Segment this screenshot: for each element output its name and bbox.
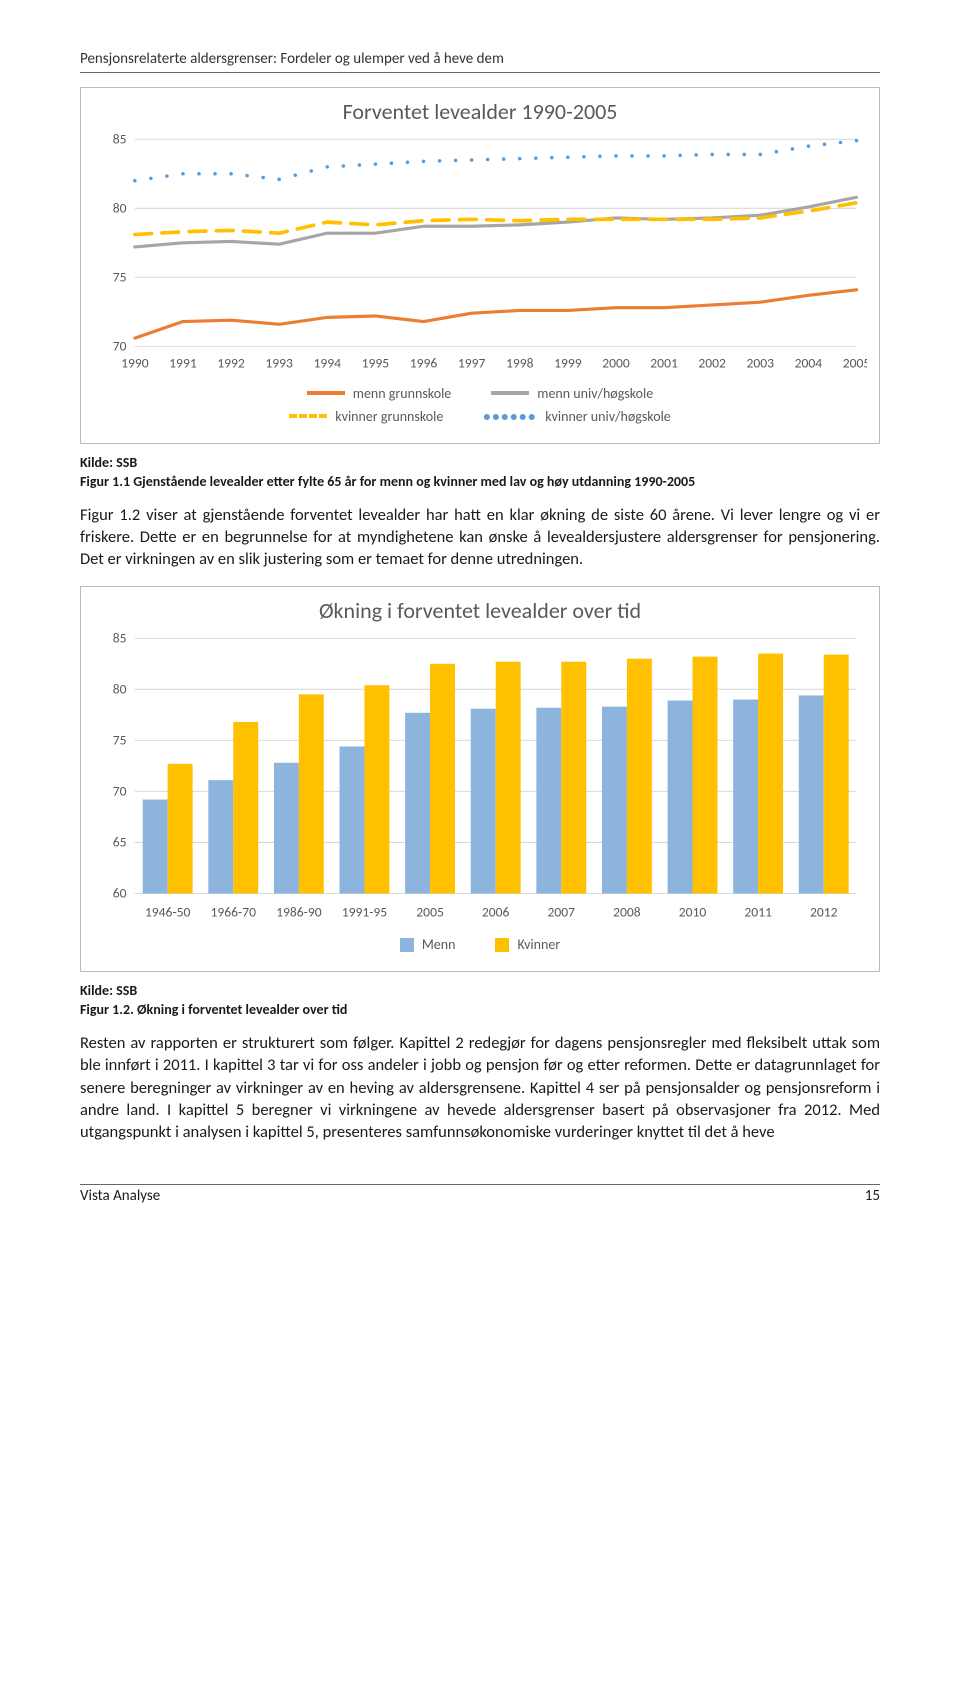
caption1: Figur 1.1 Gjenstående levealder etter fy… bbox=[80, 473, 880, 490]
svg-text:2011: 2011 bbox=[744, 904, 772, 921]
svg-text:1997: 1997 bbox=[458, 354, 486, 371]
svg-text:70: 70 bbox=[113, 783, 127, 800]
svg-text:2000: 2000 bbox=[602, 354, 630, 371]
legend-item: •••••• kvinner univ/høgskole bbox=[483, 408, 670, 425]
legend-swatch bbox=[400, 938, 414, 952]
svg-text:1994: 1994 bbox=[314, 354, 342, 371]
svg-text:1996: 1996 bbox=[410, 354, 438, 371]
chart2-legend: Menn Kvinner bbox=[93, 936, 867, 953]
legend-swatch bbox=[491, 391, 529, 395]
footer-right: 15 bbox=[865, 1187, 880, 1205]
svg-text:1990: 1990 bbox=[121, 354, 149, 371]
chart2-container: Økning i forventet levealder over tid 60… bbox=[80, 586, 880, 972]
caption2: Figur 1.2. Økning i forventet levealder … bbox=[80, 1001, 880, 1018]
svg-text:1986-90: 1986-90 bbox=[276, 904, 322, 921]
svg-text:75: 75 bbox=[113, 269, 127, 286]
legend-item: Kvinner bbox=[495, 936, 560, 953]
legend-item: Menn bbox=[400, 936, 456, 953]
legend-label: kvinner grunnskole bbox=[335, 408, 443, 425]
svg-text:1966-70: 1966-70 bbox=[211, 904, 257, 921]
svg-text:65: 65 bbox=[113, 834, 127, 851]
svg-text:1999: 1999 bbox=[554, 354, 582, 371]
chart1-container: Forventet levealder 1990-2005 70 75 80 85 19… bbox=[80, 87, 880, 444]
svg-text:2008: 2008 bbox=[613, 904, 641, 921]
svg-text:2006: 2006 bbox=[482, 904, 510, 921]
svg-text:1995: 1995 bbox=[362, 354, 390, 371]
chart1-title: Forventet levealder 1990-2005 bbox=[93, 98, 867, 125]
svg-text:70: 70 bbox=[113, 338, 127, 355]
legend-item: menn grunnskole bbox=[307, 385, 452, 402]
legend-swatch bbox=[495, 938, 509, 952]
svg-text:2003: 2003 bbox=[747, 354, 775, 371]
footer: Vista Analyse 15 bbox=[80, 1185, 880, 1205]
svg-text:1998: 1998 bbox=[506, 354, 534, 371]
svg-text:85: 85 bbox=[113, 632, 127, 646]
svg-text:60: 60 bbox=[113, 885, 127, 902]
paragraph1: Figur 1.2 viser at gjenstående forventet… bbox=[80, 504, 880, 571]
legend-label: Menn bbox=[422, 936, 456, 953]
source1: Kilde: SSB bbox=[80, 454, 880, 471]
svg-text:1991-95: 1991-95 bbox=[342, 904, 388, 921]
legend-swatch bbox=[307, 391, 345, 395]
svg-text:80: 80 bbox=[113, 681, 127, 698]
legend-item: kvinner grunnskole bbox=[289, 408, 443, 425]
svg-text:2001: 2001 bbox=[650, 354, 678, 371]
running-header: Pensjonsrelaterte aldersgrenser: Fordele… bbox=[80, 50, 880, 68]
legend-label: menn univ/høgskole bbox=[537, 385, 653, 402]
svg-text:1993: 1993 bbox=[265, 354, 293, 371]
chart1-legend-row1: menn grunnskole menn univ/høgskole bbox=[93, 385, 867, 402]
legend-label: Kvinner bbox=[517, 936, 560, 953]
svg-text:2002: 2002 bbox=[698, 354, 726, 371]
svg-text:80: 80 bbox=[113, 199, 127, 216]
svg-text:75: 75 bbox=[113, 732, 127, 749]
svg-text:1991: 1991 bbox=[169, 354, 197, 371]
chart2-title: Økning i forventet levealder over tid bbox=[93, 597, 867, 624]
svg-text:2007: 2007 bbox=[548, 904, 576, 921]
svg-text:1946-50: 1946-50 bbox=[145, 904, 191, 921]
legend-swatch: •••••• bbox=[483, 408, 537, 425]
svg-text:2010: 2010 bbox=[679, 904, 707, 921]
paragraph2: Resten av rapporten er strukturert som f… bbox=[80, 1032, 880, 1143]
header-rule bbox=[80, 72, 880, 73]
chart2-plot: 60 65 70 75 80 85 1946-50 1966-70 1986-90 1991-95… bbox=[93, 632, 867, 925]
svg-text:2005: 2005 bbox=[843, 354, 867, 371]
legend-item: menn univ/høgskole bbox=[491, 385, 653, 402]
chart1-plot: 70 75 80 85 1990 1991 1992 1993 1994 1995 1996 1997… bbox=[93, 133, 867, 374]
legend-label: kvinner univ/høgskole bbox=[545, 408, 671, 425]
legend-label: menn grunnskole bbox=[353, 385, 452, 402]
footer-left: Vista Analyse bbox=[80, 1187, 160, 1205]
svg-text:1992: 1992 bbox=[217, 354, 245, 371]
svg-text:2004: 2004 bbox=[795, 354, 823, 371]
svg-text:85: 85 bbox=[113, 133, 127, 147]
source2: Kilde: SSB bbox=[80, 982, 880, 999]
chart1-legend-row2: kvinner grunnskole •••••• kvinner univ/h… bbox=[93, 408, 867, 425]
legend-swatch bbox=[289, 414, 327, 418]
svg-text:2005: 2005 bbox=[416, 904, 444, 921]
page-container: Pensjonsrelaterte aldersgrenser: Fordele… bbox=[0, 0, 960, 1235]
svg-text:2012: 2012 bbox=[810, 904, 838, 921]
